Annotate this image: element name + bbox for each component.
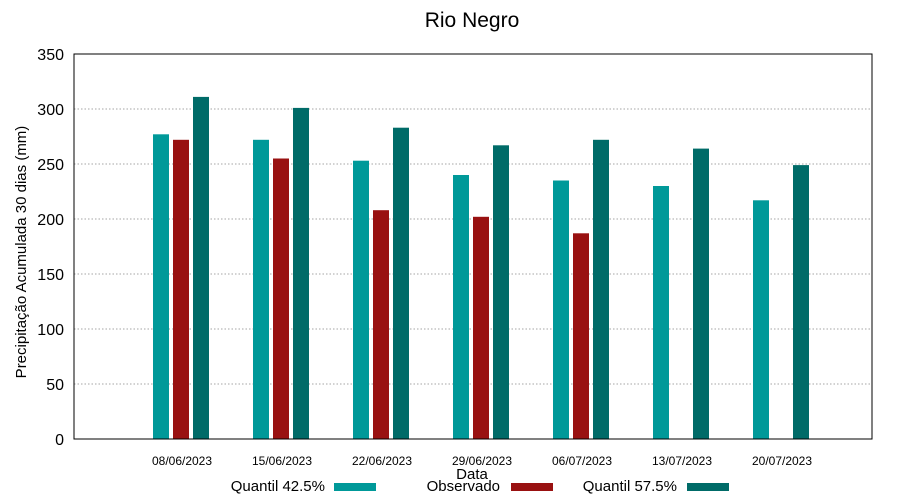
bar-quantil-57-5--5 (693, 148, 709, 439)
legend-swatch (687, 483, 729, 491)
y-tick-label: 300 (37, 102, 64, 119)
bar-quantil-42-5--0 (153, 134, 169, 440)
y-tick-label: 150 (37, 267, 64, 284)
legend-swatch (511, 483, 553, 491)
bar-observado-2 (373, 210, 389, 439)
bar-observado-3 (473, 216, 489, 439)
plot-frame (73, 53, 873, 440)
y-tick-label: 0 (55, 432, 64, 449)
legend-label: Observado (427, 478, 500, 495)
bar-quantil-42-5--1 (253, 139, 269, 440)
legend-swatch (334, 483, 376, 491)
y-tick-label: 50 (46, 377, 64, 394)
y-tick-label: 100 (37, 322, 64, 339)
bar-quantil-57-5--4 (593, 139, 609, 440)
bar-quantil-57-5--0 (193, 96, 209, 440)
legend-item: Quantil 57.5% (583, 478, 729, 495)
x-tick-label: 20/07/2023 (752, 454, 812, 468)
bar-quantil-42-5--5 (653, 186, 669, 439)
x-axis-label: Data (456, 466, 488, 483)
y-tick-label: 350 (37, 47, 64, 64)
bars (153, 96, 809, 440)
y-tick-labels: 0 50 100 150 200 250 300 350 (37, 47, 64, 449)
bar-observado-4 (573, 233, 589, 439)
bar-quantil-42-5--4 (553, 180, 569, 439)
bar-observado-1 (273, 158, 289, 439)
bar-quantil-42-5--3 (453, 175, 469, 439)
bar-quantil-57-5--3 (493, 145, 509, 440)
bar-observado-0 (173, 139, 189, 440)
x-tick-label: 08/06/2023 (152, 454, 212, 468)
chart-title: Rio Negro (425, 9, 520, 32)
bar-quantil-57-5--2 (393, 127, 409, 439)
bar-quantil-57-5--1 (293, 107, 309, 440)
bar-quantil-42-5--2 (353, 160, 369, 439)
x-tick-labels: 08/06/2023 15/06/2023 22/06/2023 29/06/2023… (152, 454, 812, 468)
x-tick-label: 15/06/2023 (252, 454, 312, 468)
x-tick-label: 29/06/2023 (452, 454, 512, 468)
y-tick-label: 250 (37, 157, 64, 174)
bar-quantil-57-5--6 (793, 165, 809, 439)
legend-item: Observado (427, 478, 553, 495)
legend-label: Quantil 57.5% (583, 478, 677, 495)
legend-item: Quantil 42.5% (231, 478, 376, 495)
bar-quantil-42-5--6 (753, 200, 769, 439)
x-tick-label: 06/07/2023 (552, 454, 612, 468)
y-tick-label: 200 (37, 212, 64, 229)
x-tick-label: 13/07/2023 (652, 454, 712, 468)
legend-label: Quantil 42.5% (231, 478, 325, 495)
legend: Quantil 42.5% Observado Quantil 57.5% (231, 478, 729, 495)
y-axis-label: Precipitação Acumulada 30 dias (mm) (13, 126, 30, 379)
x-tick-label: 22/06/2023 (352, 454, 412, 468)
